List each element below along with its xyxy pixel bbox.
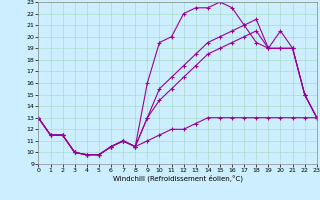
X-axis label: Windchill (Refroidissement éolien,°C): Windchill (Refroidissement éolien,°C): [113, 175, 243, 182]
